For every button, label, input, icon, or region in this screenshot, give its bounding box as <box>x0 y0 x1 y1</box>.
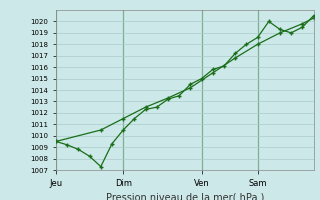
X-axis label: Pression niveau de la mer( hPa ): Pression niveau de la mer( hPa ) <box>106 192 264 200</box>
